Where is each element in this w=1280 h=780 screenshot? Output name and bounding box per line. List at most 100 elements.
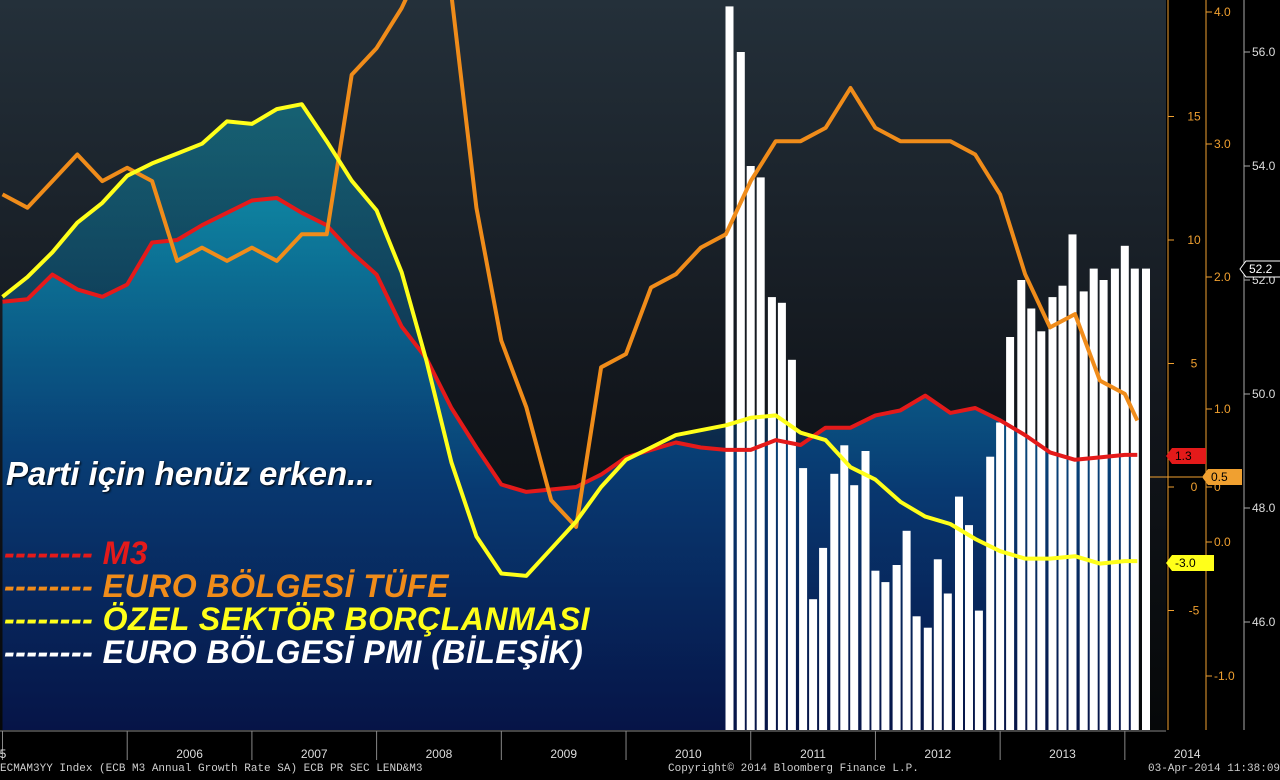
legend-dash: --------	[4, 535, 94, 571]
tick-label-mid: 2.0	[1214, 270, 1231, 284]
tick-label-mid: 4.0	[1214, 5, 1231, 19]
pmi-bar	[840, 445, 849, 730]
x-tick-label: 2012	[924, 747, 951, 761]
pmi-bar	[1068, 234, 1077, 730]
pmi-bar	[767, 297, 776, 730]
legend-label: M3	[102, 535, 149, 571]
pmi-bar	[736, 52, 745, 730]
value-tag	[1202, 469, 1242, 485]
pmi-bar	[787, 359, 796, 730]
pmi-bar	[799, 468, 808, 730]
value-tag	[1166, 555, 1214, 571]
headline-text: Parti için henüz erken...	[6, 455, 375, 492]
pmi-bar	[1048, 297, 1057, 730]
value-tag-label: 1.3	[1175, 449, 1192, 463]
footer-source: ECMAM3YY Index (ECB M3 Annual Growth Rat…	[0, 763, 423, 775]
pmi-bar	[1027, 308, 1036, 730]
x-tick-label: 2007	[301, 747, 328, 761]
pmi-bar	[756, 177, 765, 730]
pmi-bar	[861, 451, 870, 730]
pmi-bars	[725, 6, 1150, 731]
pmi-bar	[902, 530, 911, 730]
x-tick-label: 2006	[176, 747, 203, 761]
pmi-bar	[1079, 291, 1088, 730]
legend-dash: --------	[4, 568, 94, 604]
value-tag	[1166, 448, 1206, 464]
pmi-bar	[1130, 268, 1139, 730]
tick-label-mid: 0	[1214, 480, 1221, 494]
tick-label-right: 56.0	[1252, 45, 1276, 59]
pmi-bar	[850, 485, 859, 730]
pmi-bar	[1017, 280, 1026, 730]
series-lines	[1, 0, 1140, 578]
x-axis-band	[0, 730, 1280, 762]
legend-label: ÖZEL SEKTÖR BORÇLANMASI	[102, 601, 590, 637]
x-tick-label: 2014	[1174, 747, 1201, 761]
last-value-tags: 1.3 0.5 -3.0 52.2	[1150, 260, 1280, 571]
pmi-bar	[923, 627, 932, 730]
pmi-bar	[1006, 337, 1015, 730]
legend-item-pmi: -------- EURO BÖLGESİ PMI (BİLEŞİK)	[4, 634, 583, 671]
pmi-bar	[912, 616, 921, 730]
x-tick-label: 2013	[1049, 747, 1076, 761]
pmi-bar	[881, 582, 890, 730]
tick-label-inner: 5	[1191, 357, 1198, 371]
value-tag-label: 0.5	[1211, 470, 1228, 484]
pmi-bar	[819, 547, 828, 730]
pmi-bar	[986, 456, 995, 730]
footer-copyright: Copyright© 2014 Bloomberg Finance L.P.	[668, 763, 919, 775]
legend-label: EURO BÖLGESİ TÜFE	[102, 568, 449, 604]
tick-label-mid: -1.0	[1214, 669, 1235, 683]
pmi-bar	[1099, 280, 1108, 730]
series-line-2	[1, 102, 1138, 578]
tick-label-inner: 15	[1187, 110, 1201, 124]
pmi-bar	[1058, 285, 1067, 730]
pmi-bar	[830, 473, 839, 730]
legend-label: EURO BÖLGESİ PMI (BİLEŞİK)	[102, 634, 584, 670]
pmi-bar	[1089, 268, 1098, 730]
tick-label-right: 48.0	[1252, 501, 1276, 515]
pmi-bar	[996, 422, 1005, 730]
pmi-bar	[1037, 331, 1046, 730]
tick-label-inner: 10	[1187, 233, 1201, 247]
x-tick-label: 2010	[675, 747, 702, 761]
series-line-0	[2, 196, 1138, 494]
pmi-bar	[1110, 268, 1119, 730]
legend-dash: --------	[4, 601, 94, 637]
footer-timestamp: 03-Apr-2014 11:38:09	[1148, 763, 1280, 775]
tick-label-right: 50.0	[1252, 387, 1276, 401]
x-tick-label: 2009	[550, 747, 577, 761]
pmi-bar	[892, 565, 901, 730]
value-tag	[1239, 260, 1280, 278]
x-tick-label: 2011	[800, 747, 826, 761]
legend-item-m3: -------- M3	[4, 535, 148, 572]
pmi-bar	[809, 599, 818, 730]
pmi-bar	[943, 593, 952, 730]
axes: 151050-54.03.02.01.000.0-1.056.054.052.0…	[0, 0, 1280, 762]
x-tick-label: 5	[0, 747, 7, 761]
tick-label-mid: 0.0	[1214, 535, 1231, 549]
legend-dash: --------	[4, 634, 94, 670]
legend-item-cpi: -------- EURO BÖLGESİ TÜFE	[4, 568, 449, 605]
value-tag-label: -3.0	[1175, 556, 1196, 570]
tick-label-mid: 3.0	[1214, 137, 1231, 151]
series-line-1	[1, 0, 1140, 529]
legend-item-private-credit: -------- ÖZEL SEKTÖR BORÇLANMASI	[4, 601, 590, 638]
pmi-bar	[965, 525, 973, 730]
tick-label-inner: 0	[1191, 480, 1198, 494]
axis-panel	[1166, 0, 1280, 760]
pmi-bar	[725, 6, 734, 730]
value-tag-label: 52.2	[1249, 262, 1273, 276]
tick-label-right: 46.0	[1252, 615, 1276, 629]
tick-label-inner: -5	[1189, 604, 1200, 618]
pmi-bar	[777, 302, 786, 730]
pmi-bar	[955, 496, 963, 730]
pmi-bar	[1142, 268, 1150, 730]
tick-label-right: 54.0	[1252, 159, 1276, 173]
x-tick-label: 2008	[426, 747, 453, 761]
pmi-bar	[871, 570, 880, 730]
pmi-bar	[933, 559, 942, 730]
tick-label-mid: 1.0	[1214, 402, 1231, 416]
pmi-bar	[974, 610, 983, 730]
